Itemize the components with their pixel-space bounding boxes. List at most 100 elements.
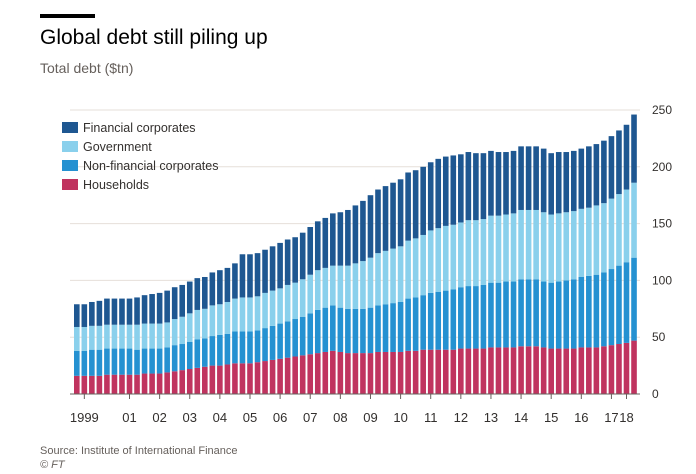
bar-households xyxy=(405,350,411,394)
bar-financial_corporates xyxy=(631,114,637,183)
bar-stack xyxy=(465,152,472,394)
bar-stack xyxy=(217,270,223,394)
bar-stack xyxy=(586,146,592,394)
bar-stack xyxy=(156,292,163,394)
bar-non_financial_corporates xyxy=(194,339,201,368)
bar-financial_corporates xyxy=(239,254,246,298)
bar-non_financial_corporates xyxy=(510,281,517,348)
bar-non_financial_corporates xyxy=(217,334,223,366)
bar-government xyxy=(89,325,95,350)
bar-households xyxy=(608,345,615,394)
bar-stack xyxy=(269,246,276,394)
bar-non_financial_corporates xyxy=(548,282,554,349)
bar-stack xyxy=(314,221,321,394)
bar-government xyxy=(186,313,193,342)
bar-government xyxy=(292,282,298,320)
bar-households xyxy=(616,344,622,394)
legend-item: Government xyxy=(62,140,152,154)
bar-households xyxy=(171,371,178,394)
bar-government xyxy=(473,220,479,287)
bar-households xyxy=(503,347,509,394)
bar-government xyxy=(299,279,306,317)
bar-financial_corporates xyxy=(81,304,88,327)
bar-stack xyxy=(510,150,517,394)
bar-non_financial_corporates xyxy=(608,269,615,346)
bar-government xyxy=(525,209,532,280)
bar-households xyxy=(525,346,532,394)
bar-non_financial_corporates xyxy=(141,348,148,374)
bar-financial_corporates xyxy=(254,253,261,297)
bar-government xyxy=(405,240,411,299)
legend-label: Non-financial corporates xyxy=(83,159,219,173)
bar-households xyxy=(375,351,381,394)
bar-government xyxy=(450,224,457,290)
bar-households xyxy=(563,348,570,394)
bar-government xyxy=(586,207,592,276)
bar-financial_corporates xyxy=(420,166,426,235)
bar-financial_corporates xyxy=(495,152,502,216)
bar-households xyxy=(134,374,140,394)
bar-non_financial_corporates xyxy=(555,281,562,349)
bar-stack xyxy=(292,237,298,394)
bar-financial_corporates xyxy=(540,148,547,213)
bar-stack xyxy=(533,146,539,394)
bar-households xyxy=(96,375,103,394)
bar-government xyxy=(420,234,426,296)
bar-financial_corporates xyxy=(337,212,344,266)
bar-stack xyxy=(397,179,404,394)
bar-non_financial_corporates xyxy=(111,348,118,375)
bar-non_financial_corporates xyxy=(164,347,170,373)
bar-non_financial_corporates xyxy=(382,304,389,352)
x-tick-label: 13 xyxy=(484,410,498,425)
bar-government xyxy=(503,214,509,282)
bar-households xyxy=(473,348,479,394)
source-note: Source: Institute of International Finan… xyxy=(40,445,238,457)
bar-non_financial_corporates xyxy=(104,348,110,375)
bar-non_financial_corporates xyxy=(458,287,464,349)
bar-non_financial_corporates xyxy=(616,265,622,345)
x-tick-label: 06 xyxy=(273,410,287,425)
bar-non_financial_corporates xyxy=(134,349,140,375)
bar-non_financial_corporates xyxy=(488,282,494,348)
bar-government xyxy=(412,238,419,298)
bar-households xyxy=(495,347,502,394)
bar-households xyxy=(111,374,118,394)
chart-title: Global debt still piling up xyxy=(40,26,268,49)
bar-government xyxy=(314,270,321,310)
x-tick-label: 14 xyxy=(514,410,528,425)
bar-households xyxy=(254,362,261,394)
bar-government xyxy=(397,246,404,302)
bar-financial_corporates xyxy=(345,209,351,266)
y-tick-label: 100 xyxy=(652,273,672,287)
bar-stack xyxy=(593,144,600,394)
bar-financial_corporates xyxy=(149,294,155,324)
bar-households xyxy=(420,349,426,394)
bar-households xyxy=(465,348,472,394)
bar-stack xyxy=(141,295,148,394)
bar-stack xyxy=(254,253,261,394)
legend-label: Households xyxy=(83,178,149,192)
bar-stack xyxy=(307,227,314,394)
bar-government xyxy=(555,213,562,282)
bar-households xyxy=(570,348,577,394)
bar-households xyxy=(299,355,306,394)
bar-government xyxy=(81,326,88,351)
bar-financial_corporates xyxy=(435,158,442,229)
bar-financial_corporates xyxy=(352,205,359,264)
bar-non_financial_corporates xyxy=(202,338,208,367)
bar-non_financial_corporates xyxy=(420,295,426,350)
bar-stack xyxy=(149,294,155,394)
bar-financial_corporates xyxy=(360,200,366,262)
legend: Financial corporates Government Non-financ… xyxy=(62,121,219,192)
bar-financial_corporates xyxy=(608,136,615,199)
bar-non_financial_corporates xyxy=(284,321,291,358)
bar-government xyxy=(171,319,178,346)
bar-non_financial_corporates xyxy=(623,262,630,343)
bar-government xyxy=(277,288,283,324)
bar-stack xyxy=(442,156,449,394)
bar-stack xyxy=(563,152,570,394)
bar-households xyxy=(322,351,329,394)
bar-non_financial_corporates xyxy=(427,292,434,350)
title-rule xyxy=(40,14,95,18)
bar-non_financial_corporates xyxy=(540,281,547,348)
